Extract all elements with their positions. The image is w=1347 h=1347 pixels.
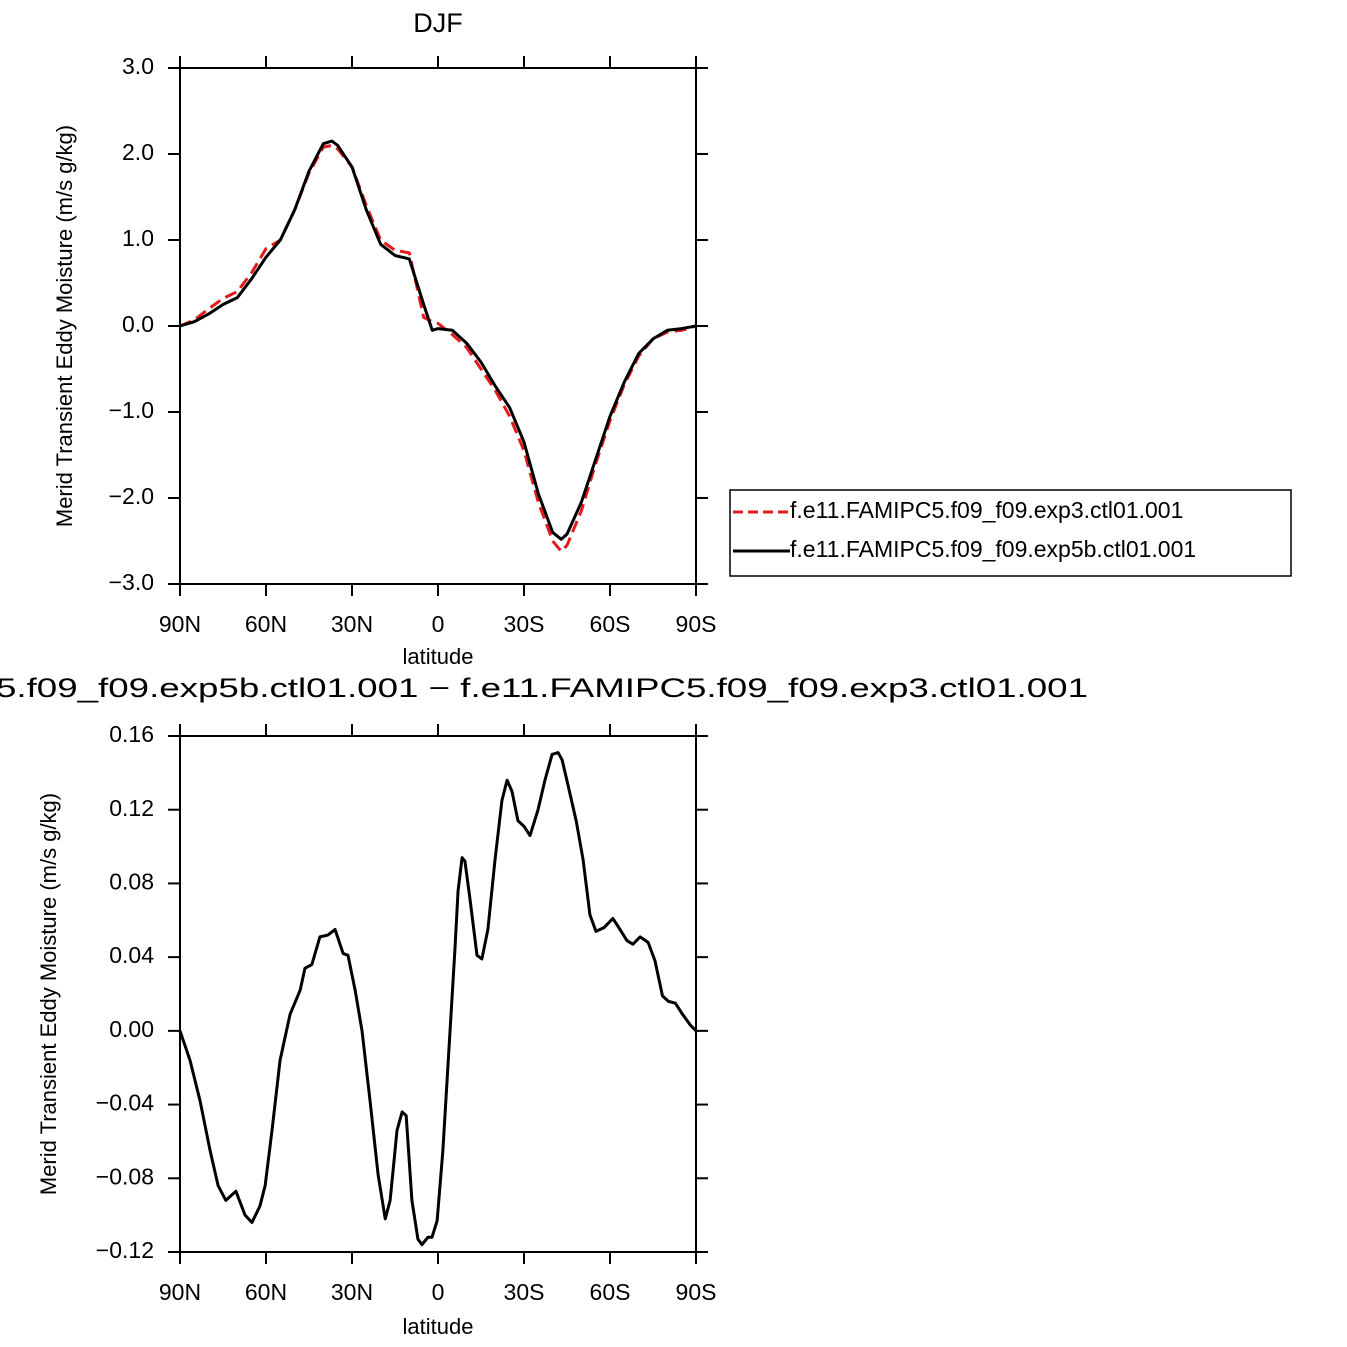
data-line	[179, 143, 697, 553]
x-tick-label: 60S	[590, 611, 631, 637]
y-tick-label: −3.0	[109, 569, 154, 595]
y-axis-label: Merid Transient Eddy Moisture (m/s g/kg)	[36, 793, 61, 1195]
x-tick-label: 30S	[504, 611, 545, 637]
y-tick-label: −2.0	[109, 483, 154, 509]
x-axis-label: latitude	[403, 1314, 474, 1339]
legend-label: f.e11.FAMIPC5.f09_f09.exp5b.ctl01.001	[790, 536, 1196, 562]
x-tick-label: 90S	[676, 1279, 717, 1305]
y-tick-label: 0.00	[109, 1016, 154, 1042]
chart-title: DJF	[413, 8, 463, 38]
x-tick-label: 30N	[331, 611, 373, 637]
y-tick-label: 0.0	[122, 311, 154, 337]
x-axis-label: latitude	[403, 644, 474, 669]
legend-label: f.e11.FAMIPC5.f09_f09.exp3.ctl01.001	[790, 497, 1183, 523]
x-tick-label: 60N	[245, 1279, 287, 1305]
plot-frame	[179, 67, 697, 585]
y-tick-label: 0.16	[109, 721, 154, 747]
data-line	[179, 139, 697, 541]
y-tick-label: 2.0	[122, 139, 154, 165]
y-tick-label: −0.12	[96, 1237, 154, 1263]
x-tick-label: 60N	[245, 611, 287, 637]
x-tick-label: 60S	[590, 1279, 631, 1305]
x-tick-label: 90S	[676, 611, 717, 637]
y-tick-label: 0.08	[109, 869, 154, 895]
x-tick-label: 0	[432, 611, 445, 637]
y-tick-label: 1.0	[122, 225, 154, 251]
x-tick-label: 90N	[159, 1279, 201, 1305]
y-tick-label: 0.12	[109, 795, 154, 821]
y-tick-label: −1.0	[109, 397, 154, 423]
x-tick-label: 0	[432, 1279, 445, 1305]
y-axis-label: Merid Transient Eddy Moisture (m/s g/kg)	[52, 125, 77, 527]
y-tick-label: 0.04	[109, 942, 154, 968]
data-line	[178, 751, 698, 1247]
chart-title: 5.f09_f09.exp5b.ctl01.001 − f.e11.FAMIPC…	[0, 673, 1088, 703]
legend-box	[729, 489, 1292, 577]
y-tick-label: −0.08	[96, 1163, 154, 1189]
x-tick-label: 30S	[504, 1279, 545, 1305]
y-tick-label: 3.0	[122, 53, 154, 79]
plot-frame	[179, 735, 697, 1253]
y-tick-label: −0.04	[96, 1090, 154, 1116]
x-tick-label: 90N	[159, 611, 201, 637]
x-tick-label: 30N	[331, 1279, 373, 1305]
